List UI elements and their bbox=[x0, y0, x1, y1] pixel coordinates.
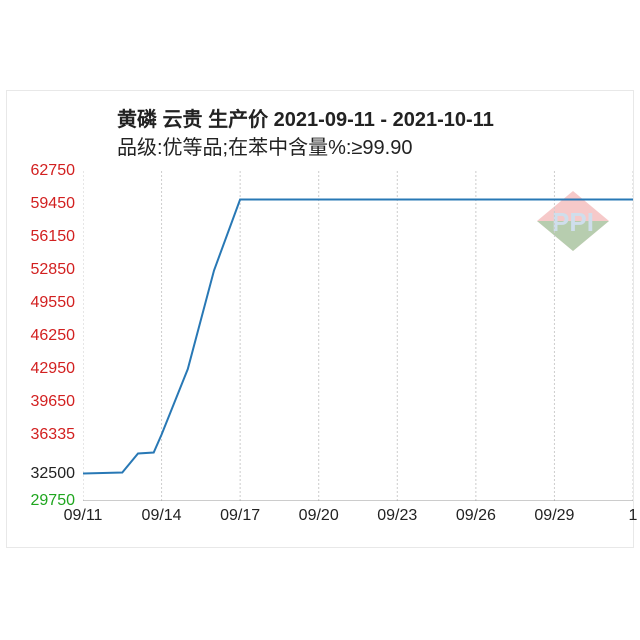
x-tick-label: 09/26 bbox=[456, 507, 496, 525]
x-tick-label: 09/11 bbox=[64, 507, 103, 525]
price-series-line bbox=[83, 200, 633, 474]
x-tick-label: 09/29 bbox=[534, 507, 574, 525]
chart-subtitle: 品级:优等品;在苯中含量%:≥99.90 bbox=[117, 131, 412, 160]
chart-frame: 黄磷 云贵 生产价 2021-09-11 - 2021-10-11 品级:优等品… bbox=[6, 90, 634, 548]
x-tick-label: 09/20 bbox=[299, 507, 339, 525]
y-tick-label: 32500 bbox=[5, 466, 75, 482]
y-tick-label: 59450 bbox=[5, 196, 75, 212]
y-tick-label: 36335 bbox=[5, 427, 75, 443]
x-tick-label: 09/17 bbox=[220, 507, 260, 525]
chart-title: 黄磷 云贵 生产价 2021-09-11 - 2021-10-11 bbox=[117, 103, 494, 132]
plot-svg bbox=[83, 171, 633, 501]
y-tick-label: 49550 bbox=[5, 295, 75, 311]
plot-area bbox=[83, 171, 633, 501]
chart-container: { "chart": { "type": "line", "title": "黄… bbox=[0, 0, 640, 640]
y-tick-label: 39650 bbox=[5, 394, 75, 410]
y-tick-label: 62750 bbox=[5, 163, 75, 179]
vertical-gridlines bbox=[83, 171, 633, 501]
x-tick-label: 09/14 bbox=[142, 507, 182, 525]
y-tick-label: 42950 bbox=[5, 361, 75, 377]
y-tick-label: 46250 bbox=[5, 328, 75, 344]
y-tick-label: 52850 bbox=[5, 262, 75, 278]
x-tick-label: 09/23 bbox=[377, 507, 417, 525]
x-tick-label: 1 bbox=[629, 507, 638, 525]
y-tick-label: 56150 bbox=[5, 229, 75, 245]
